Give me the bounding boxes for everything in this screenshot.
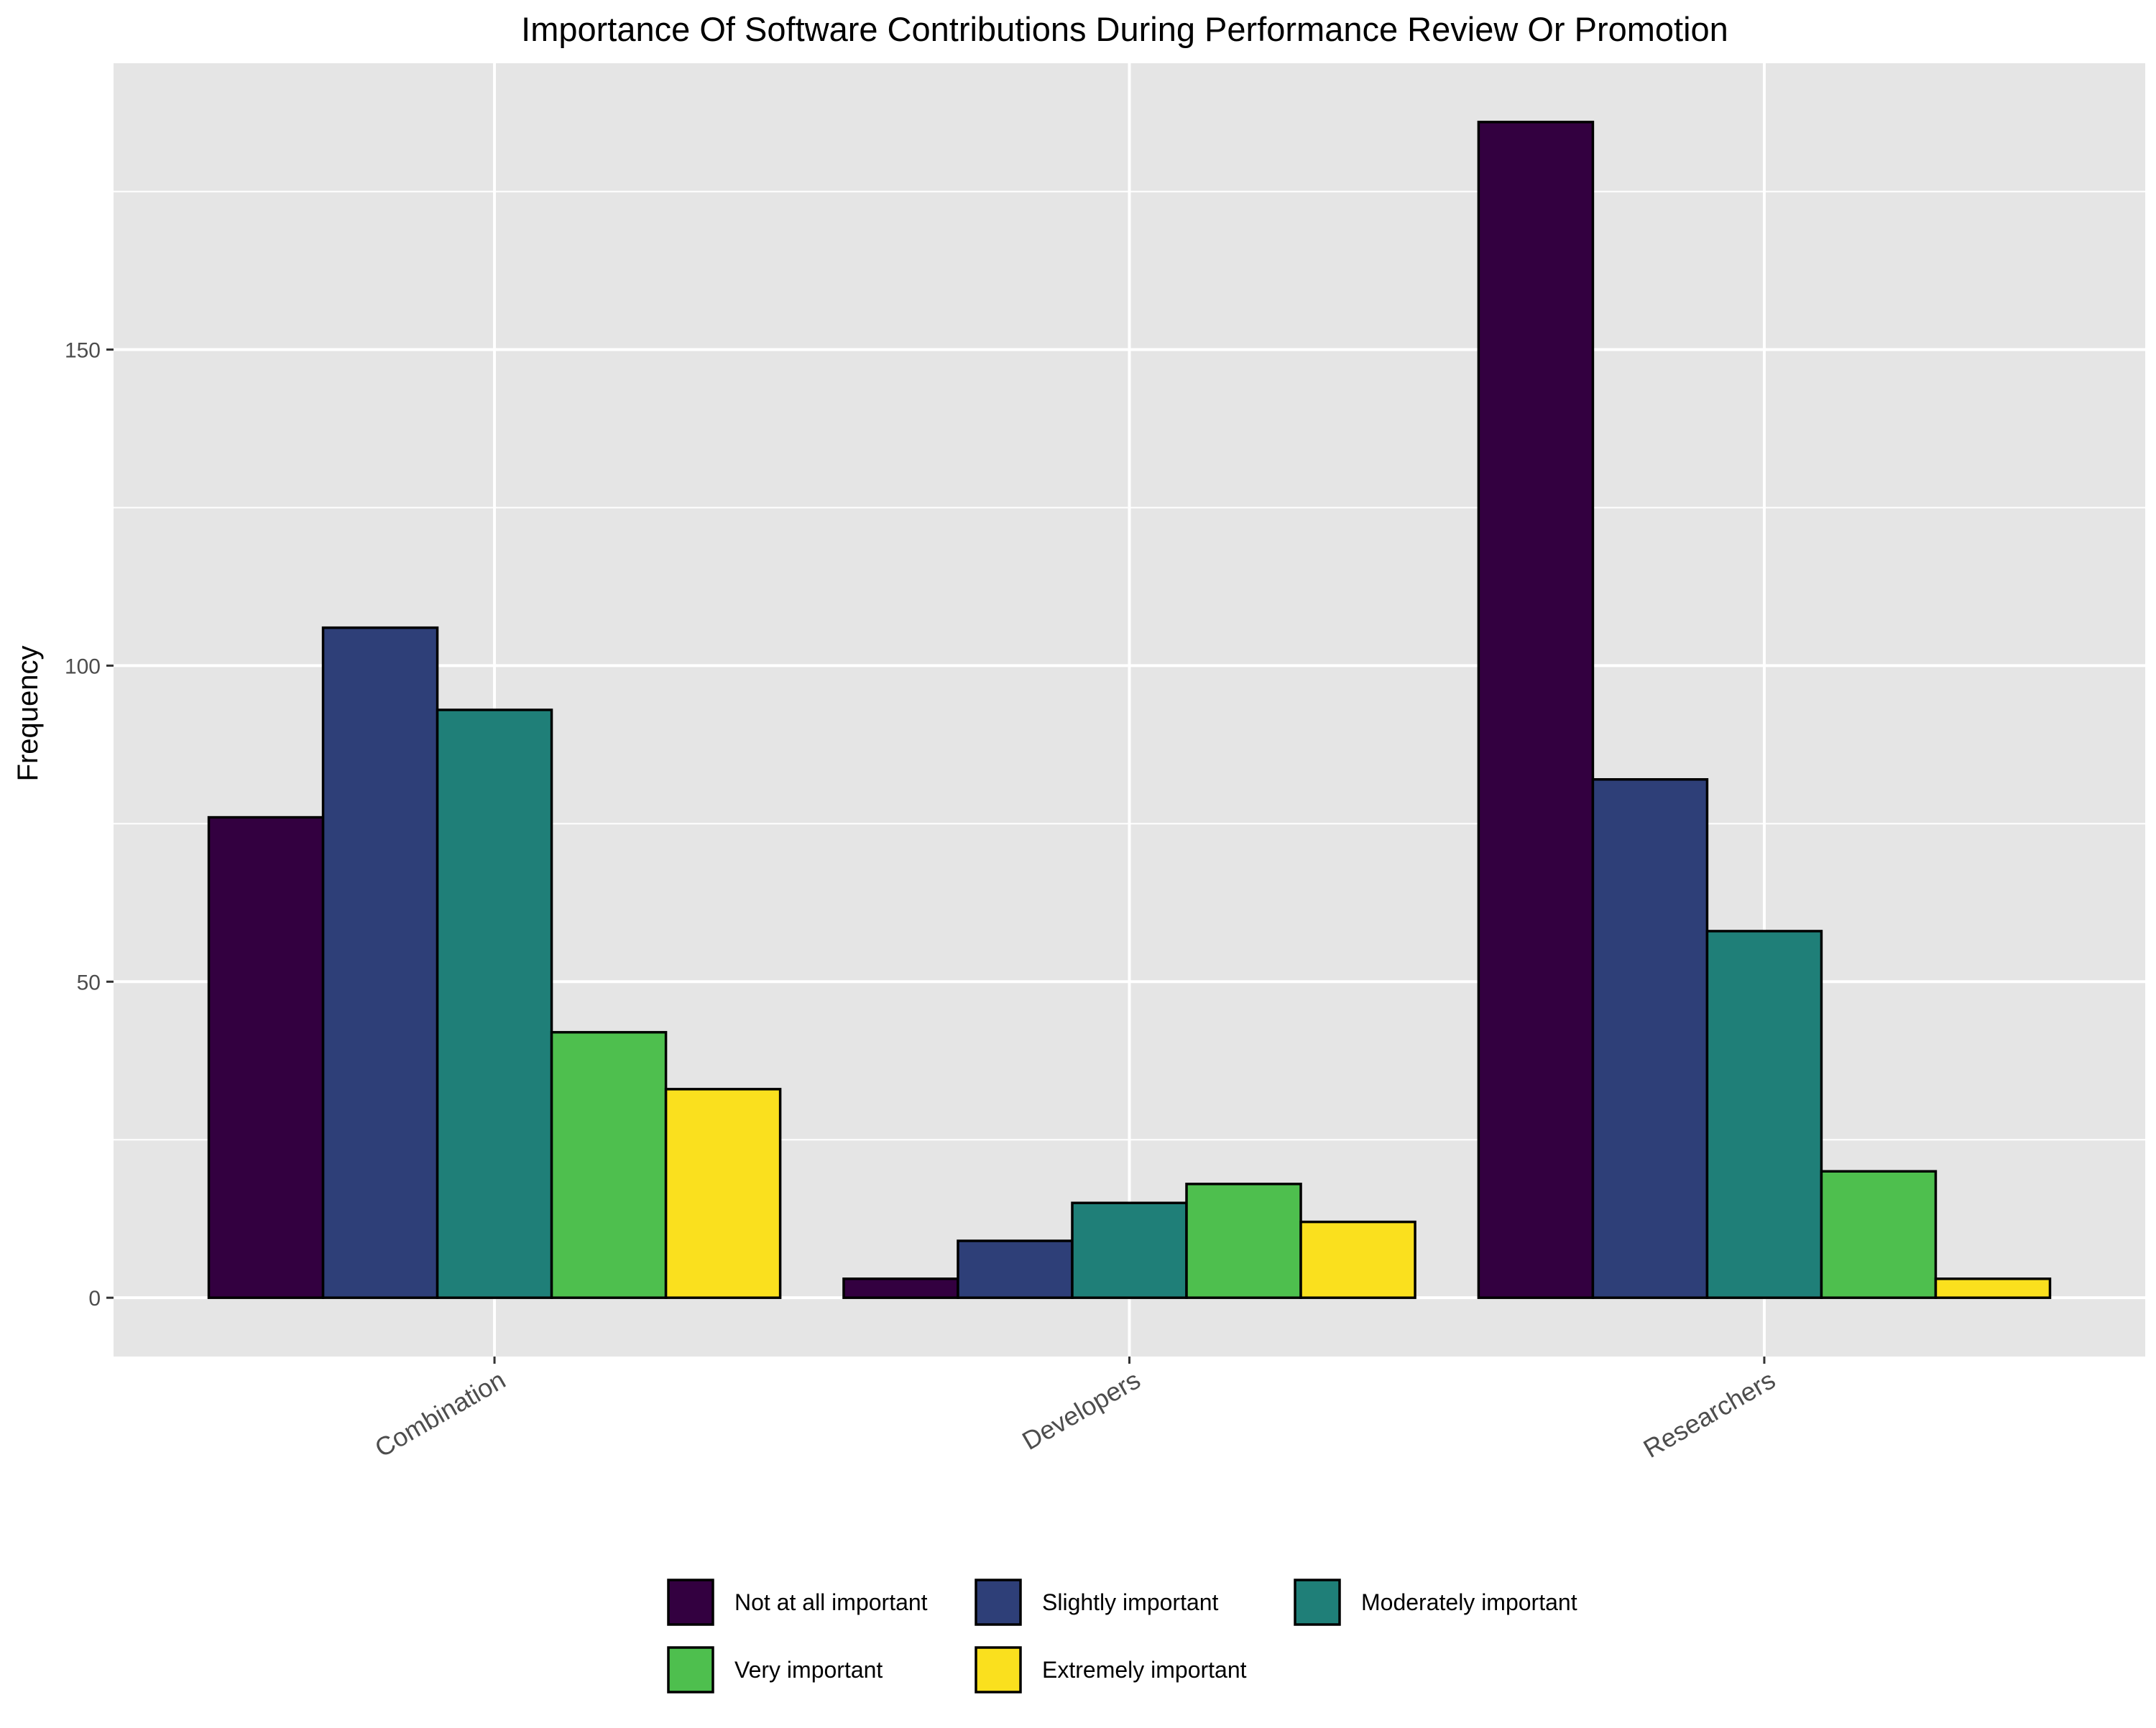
bar [1477,121,1595,1299]
chart-title: Importance Of Software Contributions Dur… [521,10,1728,48]
bar [957,1239,1074,1299]
bar [207,816,325,1299]
bar [842,1277,959,1299]
bar [1071,1201,1188,1299]
legend-key [975,1579,1022,1626]
legend-key [1294,1579,1341,1626]
bar [1185,1183,1302,1299]
y-tick-label: 50 [77,971,101,994]
legend-label: Very important [734,1657,883,1683]
bar [321,626,439,1299]
bar [1705,930,1823,1299]
legend-label: Extremely important [1042,1657,1247,1683]
y-tick-label: 0 [88,1287,101,1311]
bar [664,1088,782,1299]
legend-key [975,1646,1022,1694]
bar [1299,1220,1416,1299]
legend-key [667,1646,714,1694]
legend-label: Slightly important [1042,1589,1219,1615]
bar [1591,778,1709,1299]
legend: Not at all important Slightly important Mo… [667,1579,1577,1694]
bar [436,708,553,1299]
legend-key [667,1579,714,1626]
y-axis-label: Frequency [12,646,44,782]
y-tick-label: 100 [65,655,101,678]
bar [1934,1277,2052,1299]
legend-label: Moderately important [1361,1589,1577,1615]
bar [1820,1170,1938,1299]
legend-label: Not at all important [734,1589,928,1615]
bar [550,1030,668,1299]
y-tick-label: 150 [65,339,101,363]
